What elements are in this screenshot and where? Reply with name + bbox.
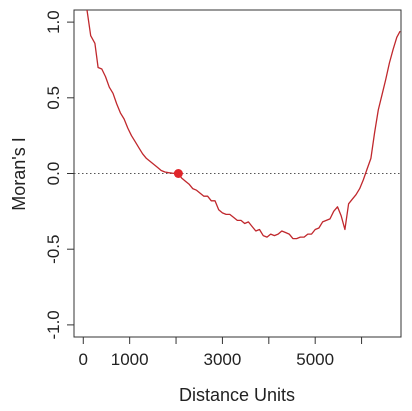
y-axis-title: Moran's I (9, 137, 29, 210)
x-axis-title: Distance Units (179, 385, 295, 405)
y-tick-label: -0.5 (44, 235, 63, 264)
y-tick-label: 0.0 (44, 162, 63, 186)
moran-series-line (86, 10, 401, 240)
y-tick-label: -1.0 (44, 310, 63, 339)
x-tick-label: 3000 (204, 350, 242, 369)
zero-crossing-point (173, 169, 183, 178)
x-tick-label: 1000 (111, 350, 149, 369)
y-tick-label: 1.0 (44, 10, 63, 34)
plot-area (74, 10, 401, 240)
x-tick-label: 0 (79, 350, 88, 369)
y-tick-label: 0.5 (44, 86, 63, 110)
axes: -1.0 -0.5 0.0 0.5 1.0 0 1000 3000 5000 (44, 9, 402, 369)
x-tick-label: 5000 (296, 350, 334, 369)
